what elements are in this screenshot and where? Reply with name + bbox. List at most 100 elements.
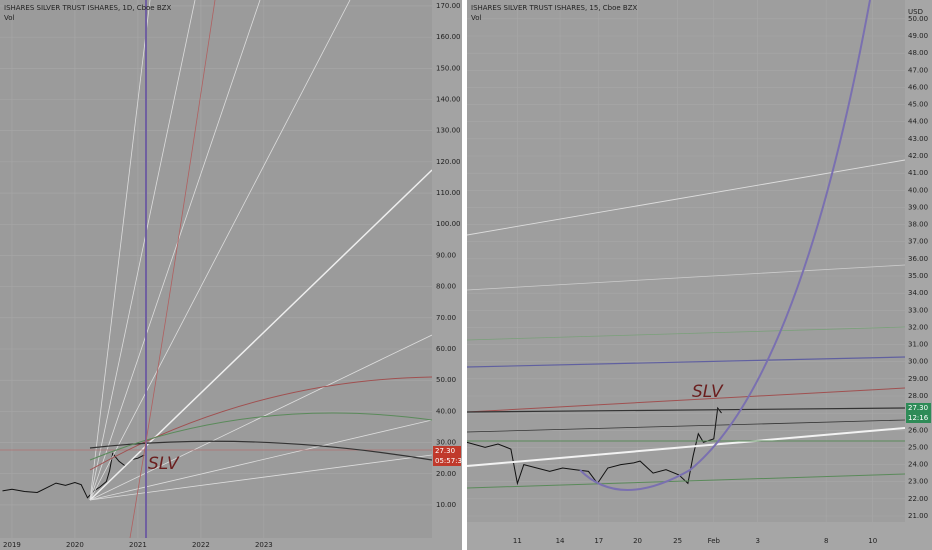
y-tick-label: 32.00 [908,323,928,331]
y-tick-label: 160.00 [436,33,461,41]
y-tick-label: 43.00 [908,135,928,143]
y-tick-label: 49.00 [908,32,928,40]
y-tick-label: 20.00 [436,470,456,478]
x-tick-label: 2023 [255,541,273,549]
y-tick-label: 23.00 [908,478,928,486]
x-tick-label: 2019 [3,541,21,549]
y-tick-label: 130.00 [436,127,461,135]
arc [579,0,871,491]
price-badge [433,445,461,456]
x-tick-label: 20 [633,537,642,545]
trend-line [467,427,905,467]
price-line [467,406,722,486]
trend-line [467,387,905,413]
y-tick-label: 30.00 [908,358,928,366]
left-panel [0,0,462,550]
y-tick-label: 45.00 [908,101,928,109]
y-tick-label: 42.00 [908,152,928,160]
x-tick-label: 11 [513,537,522,545]
trend-line [467,407,905,413]
plot [0,0,432,538]
x-tick-label: 2021 [129,541,147,549]
y-tick-label: 26.00 [908,426,928,434]
trend-line [467,356,905,368]
arc [89,412,432,461]
y-tick-label: 21.00 [908,512,928,520]
price-badge [906,403,931,413]
y-tick-label: 44.00 [908,118,928,126]
y-tick-label: 33.00 [908,306,928,314]
trend-line [467,326,905,341]
trend-line [467,264,905,291]
y-tick-label: 60.00 [436,345,456,353]
countdown-label: 05:57:35 [435,457,466,465]
x-tick-label: 3 [755,537,759,545]
vol-label: Vol [4,14,15,22]
y-tick-label: 31.00 [908,341,928,349]
price-badge-label: 27.30 [435,447,455,455]
y-tick-label: 41.00 [908,169,928,177]
y-tick-label: 170.00 [436,2,461,10]
y-tick-label: 90.00 [436,251,456,259]
y-tick-label: 39.00 [908,203,928,211]
x-tick-label: 8 [824,537,828,545]
y-tick-label: 40.00 [436,407,456,415]
divider [462,0,467,550]
left-drawings [0,0,432,538]
left-axis-bg [432,0,462,550]
countdown-badge [906,413,931,423]
arc [89,376,432,471]
y-tick-label: 30.00 [436,439,456,447]
y-tick-label: 46.00 [908,83,928,91]
y-tick-label: 34.00 [908,289,928,297]
fan-line [89,0,196,501]
y-tick-label: 10.00 [436,501,456,509]
y-tick-label: 80.00 [436,283,456,291]
right-drawings [467,0,905,491]
y-tick-label: 150.00 [436,64,461,72]
y-tick-label: 50.00 [908,15,928,23]
chart-title: ISHARES SILVER TRUST ISHARES, 15, Cboe B… [471,4,638,12]
y-tick-label: 40.00 [908,186,928,194]
x-tick-label: 10 [868,537,877,545]
countdown-label: 12:16 [908,414,929,422]
annotation: SLV [148,454,180,474]
y-tick-label: 70.00 [436,314,456,322]
x-tick-label: Feb [708,537,721,545]
x-tick-label: 17 [594,537,603,545]
y-tick-label: 25.00 [908,443,928,451]
y-tick-label: 100.00 [436,220,461,228]
y-tick-label: 47.00 [908,66,928,74]
y-tick-label: 35.00 [908,272,928,280]
price-badge-label: 27.30 [908,404,928,412]
right-time-axis-bg [467,522,932,550]
y-tick-label: 24.00 [908,461,928,469]
countdown-badge [433,455,461,466]
y-tick-label: 50.00 [436,376,456,384]
y-tick-label: 29.00 [908,375,928,383]
fan-line [89,0,151,501]
chart-title: ISHARES SILVER TRUST ISHARES, 1D, Cboe B… [4,4,171,12]
y-tick-label: 120.00 [436,158,461,166]
y-tick-label: 22.00 [908,495,928,503]
x-tick-label: 2020 [66,541,84,549]
arc [129,0,216,538]
y-tick-label: 37.00 [908,238,928,246]
fan-line [89,0,351,501]
plot [467,0,905,522]
y-tick-label: 48.00 [908,49,928,57]
currency: USD [908,8,923,16]
x-tick-label: 2022 [192,541,210,549]
x-tick-label: 14 [556,537,565,545]
trend-line [467,473,905,489]
vol-label: Vol [471,14,482,22]
annotation: SLV [692,382,724,402]
y-tick-label: 38.00 [908,221,928,229]
x-tick-label: 25 [673,537,682,545]
y-tick-label: 140.00 [436,95,461,103]
y-tick-label: 36.00 [908,255,928,263]
fan-line [89,0,261,501]
right-axis-bg [905,0,932,550]
trend-line [467,419,905,433]
